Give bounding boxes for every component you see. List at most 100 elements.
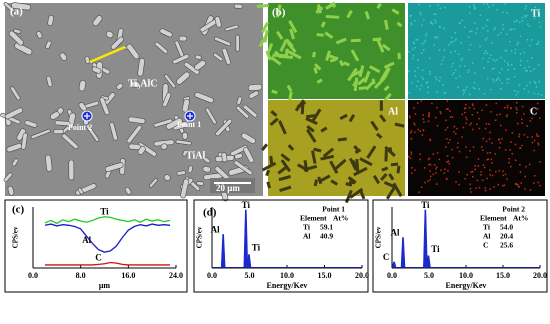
table-cell: Al — [483, 232, 491, 241]
map-dot — [529, 70, 532, 72]
map-dot — [516, 108, 518, 111]
grain — [230, 145, 248, 157]
map-dot — [440, 112, 442, 115]
panel-label: (a) — [10, 6, 23, 18]
map-dot — [491, 68, 494, 70]
grain — [233, 3, 243, 9]
scale-box — [210, 178, 255, 193]
map-dot — [410, 151, 413, 153]
map-dot — [500, 31, 502, 34]
map-dot — [485, 123, 488, 125]
map-grain — [394, 122, 405, 128]
map-dot — [494, 119, 497, 121]
map-dot — [513, 28, 516, 31]
map-grain — [388, 173, 395, 181]
grain — [105, 30, 114, 39]
map-dot — [459, 65, 461, 67]
map-dot — [524, 7, 527, 10]
map-bg — [408, 100, 545, 196]
map-dot — [488, 123, 490, 125]
map-grain — [383, 67, 391, 79]
map-dot — [491, 42, 493, 44]
map-grain — [276, 4, 282, 18]
map-grain — [396, 165, 401, 174]
map-dot — [521, 20, 523, 22]
map-dot — [410, 153, 413, 155]
map-dot — [477, 158, 480, 160]
map-dot — [504, 3, 506, 5]
map-dot — [483, 3, 485, 5]
map-grain — [396, 21, 403, 28]
map-dot — [474, 168, 477, 171]
map-dot — [466, 174, 468, 176]
grain — [178, 35, 188, 42]
x-tick-label: 20.0 — [355, 271, 369, 280]
map-dot — [486, 19, 489, 21]
map-dot — [537, 40, 540, 43]
grain — [159, 28, 173, 38]
grain — [137, 145, 146, 155]
map-dot — [414, 113, 417, 115]
map-dot — [484, 189, 487, 192]
map-dot — [503, 60, 506, 62]
map-dot — [408, 155, 410, 158]
map-dot — [528, 44, 531, 47]
grain — [241, 132, 256, 144]
map-dot — [489, 169, 491, 172]
map-dot — [513, 75, 516, 78]
map-dot — [408, 115, 411, 117]
y-axis-label: CPS/ev — [196, 226, 204, 248]
map-dot — [535, 86, 538, 88]
map-dot — [487, 30, 489, 32]
map-dot — [411, 82, 413, 84]
map-bg — [408, 3, 545, 99]
map-dot — [484, 39, 487, 41]
map-dot — [514, 159, 517, 162]
map-dot — [430, 21, 432, 23]
map-label: Al — [388, 106, 398, 117]
map-dot — [476, 27, 478, 30]
map-dot — [519, 64, 522, 66]
map-dot — [462, 93, 465, 96]
map-dot — [409, 116, 411, 119]
map-dot — [453, 125, 456, 128]
map-dot — [506, 78, 508, 80]
map-dot — [490, 54, 492, 56]
grain — [92, 15, 103, 27]
map-dot — [485, 25, 488, 27]
phase-label: TiAl — [186, 150, 205, 161]
map-grain — [278, 120, 287, 135]
map-dot — [478, 186, 481, 189]
map-dot — [511, 28, 513, 30]
map-dot — [520, 59, 522, 62]
grain — [183, 61, 200, 75]
grain — [194, 54, 202, 60]
map-dot — [516, 183, 519, 186]
map-dot — [533, 92, 535, 95]
grain — [78, 102, 87, 112]
map-dot — [492, 58, 494, 61]
map-dot — [409, 131, 412, 134]
map-dot — [421, 76, 423, 78]
map-dot — [526, 125, 528, 127]
map-dot — [465, 146, 467, 148]
map-dot — [461, 113, 464, 116]
map-dot — [443, 56, 445, 59]
grain — [128, 143, 141, 151]
map-dot — [419, 11, 421, 14]
map-dot — [424, 39, 427, 42]
x-axis-label: μm — [99, 281, 111, 290]
map-dot — [426, 81, 429, 83]
grain — [202, 165, 211, 173]
x-tick-label: 0.0 — [387, 271, 397, 280]
map-grain — [358, 86, 367, 91]
grain — [13, 28, 22, 34]
peak-label: Ti — [242, 200, 251, 210]
map-dot — [492, 80, 495, 83]
map-dot — [514, 143, 517, 146]
map-dot — [505, 129, 507, 131]
grain — [45, 154, 53, 172]
x-tick-label: 0.0 — [28, 271, 38, 280]
map-grain — [289, 28, 296, 40]
map-grain — [311, 150, 317, 164]
